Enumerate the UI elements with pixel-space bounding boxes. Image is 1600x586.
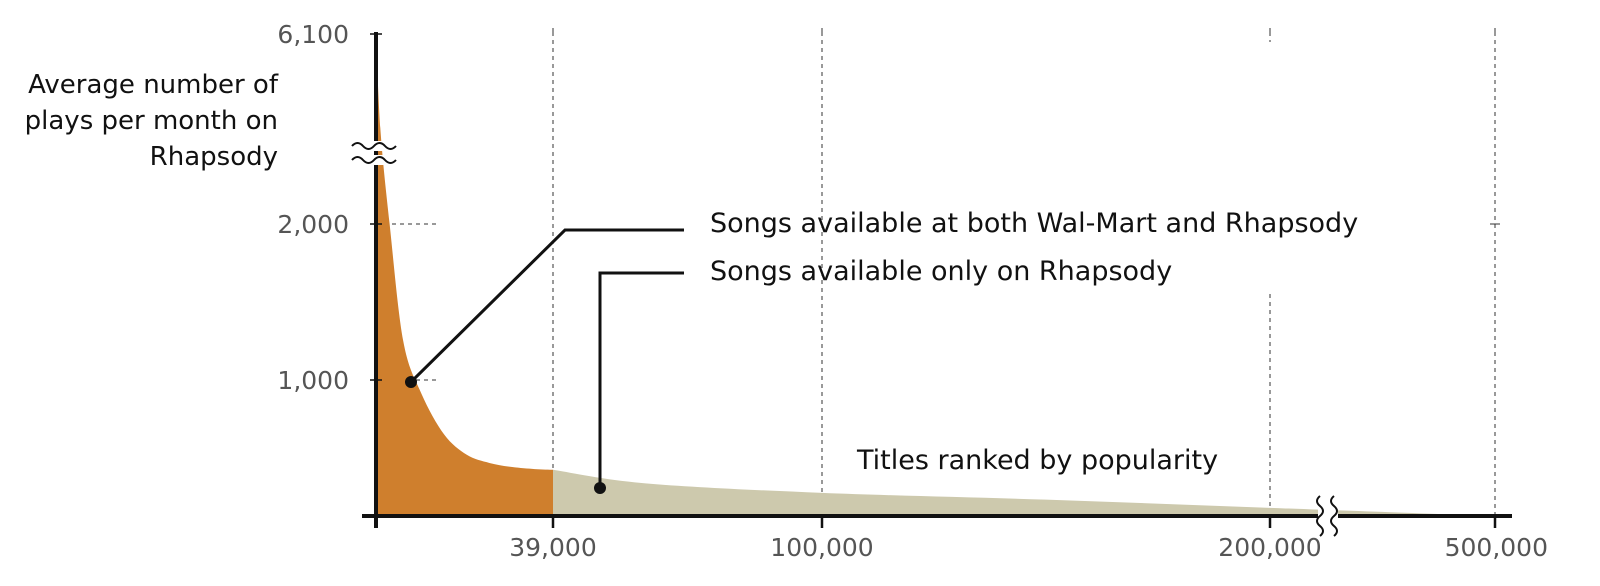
y-tick-label: 6,100	[277, 20, 349, 49]
x-axis-label: Titles ranked by popularity	[857, 445, 1219, 476]
annotation-leaders	[405, 228, 684, 494]
y-tick-label: 2,000	[277, 210, 349, 239]
leader-line-both	[409, 228, 684, 384]
gridlines	[376, 28, 1500, 516]
y-axis-label-line-1: Average number of	[28, 70, 278, 100]
x-break-mark	[1330, 495, 1338, 537]
x-tick-label: 39,000	[509, 533, 596, 562]
series-area-both	[376, 34, 553, 516]
axis-breaks	[351, 141, 1338, 537]
y-axis-label-line-2: plays per month on	[24, 106, 278, 136]
x-tick-label: 100,000	[770, 533, 873, 562]
y-tick-label: 1,000	[277, 366, 349, 395]
series-area-only	[553, 469, 1495, 516]
y-axis-label-line-3: Rhapsody	[149, 142, 278, 172]
y-break-mark	[351, 156, 397, 164]
leader-dot-only	[594, 482, 606, 494]
legend-label-only: Songs available only on Rhapsody	[710, 256, 1173, 287]
leader-dot-both	[405, 376, 417, 388]
y-break-mark	[351, 142, 397, 150]
x-ticks: 39,000 100,000 200,000 500,000	[509, 516, 1548, 562]
x-tick-label: 200,000	[1218, 533, 1321, 562]
x-break-mark	[1316, 495, 1324, 537]
leader-line-only	[598, 271, 684, 488]
x-tick-label: 500,000	[1445, 533, 1548, 562]
y-ticks: 6,100 2,000 1,000	[277, 20, 382, 395]
legend-label-both: Songs available at both Wal-Mart and Rha…	[710, 208, 1359, 239]
